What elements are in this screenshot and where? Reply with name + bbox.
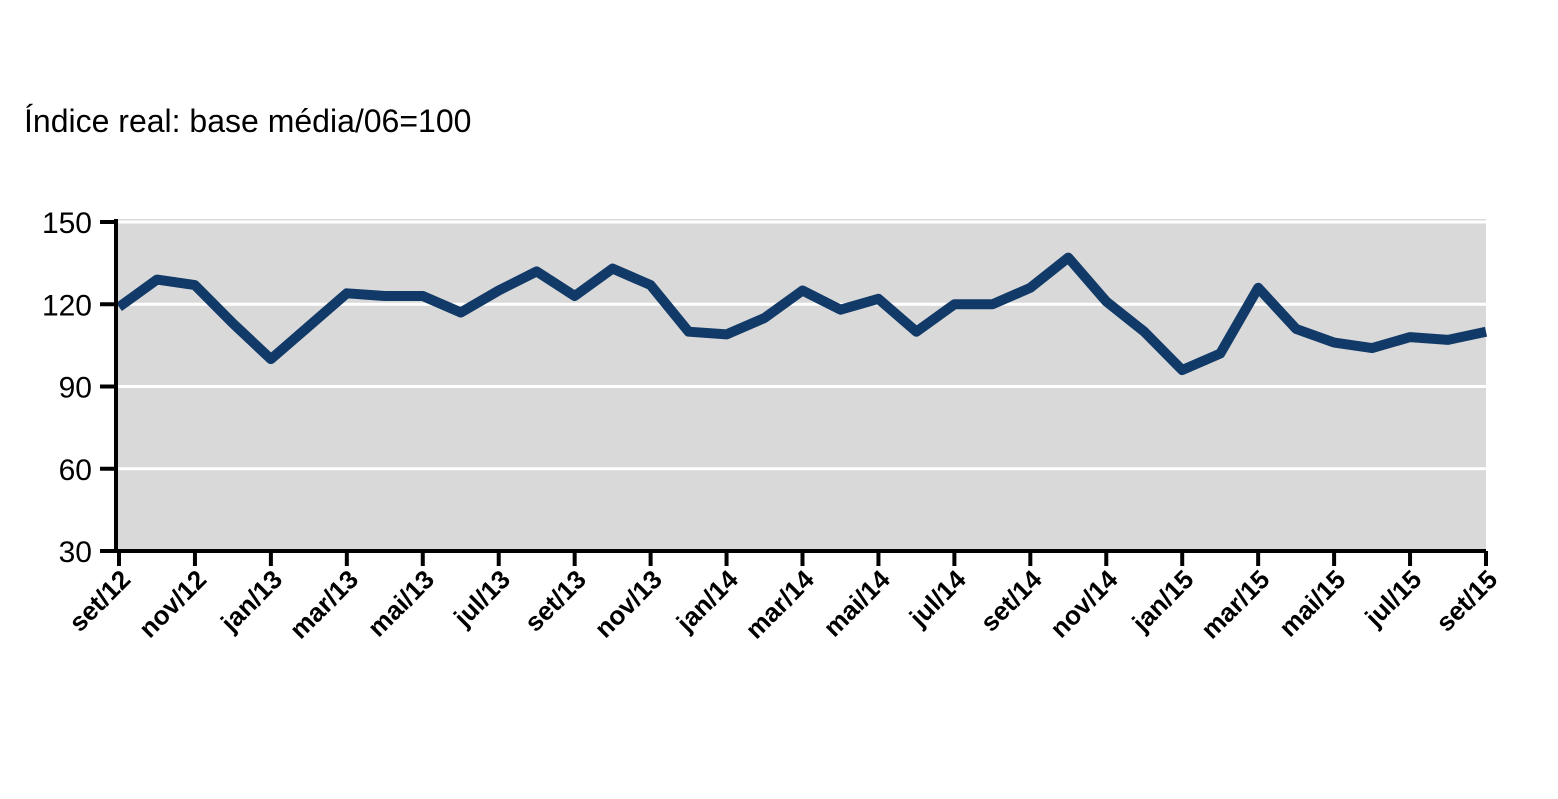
y-axis-label-90: 90 — [59, 372, 92, 405]
x-axis-label-jul-15: jul/15 — [1358, 564, 1427, 633]
x-axis-label-mai-13: mai/13 — [362, 564, 440, 642]
index-line-series — [116, 252, 1488, 376]
y-axis-label-30: 30 — [59, 536, 92, 569]
x-axis-label-jan-13: jan/13 — [214, 564, 288, 638]
y-axis-label-120: 120 — [42, 289, 92, 322]
x-axis-label-mar-15: mar/15 — [1195, 564, 1275, 644]
chart-title: Índice real: base média/06=100 — [24, 103, 472, 139]
x-axis-label-set-14: set/14 — [974, 564, 1048, 638]
x-axis-label-set-13: set/13 — [519, 564, 592, 637]
x-axis-label-nov-12: nov/12 — [133, 564, 212, 643]
x-axis-label-set-15: set/15 — [1430, 564, 1503, 637]
x-axis-label-mai-14: mai/14 — [817, 564, 896, 643]
y-axis-label-150: 150 — [42, 207, 92, 240]
x-axis-label-mar-13: mar/13 — [284, 564, 364, 644]
y-axis-label-60: 60 — [59, 454, 92, 487]
x-axis-label-jul-13: jul/13 — [447, 564, 516, 633]
x-axis-label-mar-14: mar/14 — [739, 564, 820, 645]
x-axis-label-nov-13: nov/13 — [588, 564, 667, 643]
x-axis-label-set-12: set/12 — [63, 564, 136, 637]
x-axis-label-nov-14: nov/14 — [1044, 564, 1124, 644]
x-axis-label-jan-15: jan/15 — [1125, 564, 1199, 638]
x-axis-label-mai-15: mai/15 — [1273, 564, 1351, 642]
x-axis-label-jan-14: jan/14 — [670, 564, 744, 638]
x-axis-label-jul-14: jul/14 — [903, 564, 972, 633]
